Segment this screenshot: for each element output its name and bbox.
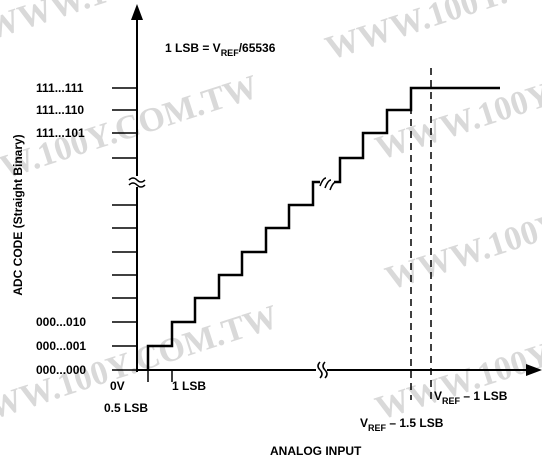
code-label: 000...010 xyxy=(36,315,86,329)
x-label-vref-1: VREF – 1 LSB xyxy=(434,389,508,406)
lsb-note-prefix: 1 LSB = V xyxy=(165,41,221,55)
lsb-note-suffix: /65536 xyxy=(239,41,276,55)
label-part: V xyxy=(434,389,442,403)
y-break xyxy=(128,176,146,188)
watermark: WWW.100Y.COM.TW xyxy=(321,0,542,68)
label-part: – 1.5 LSB xyxy=(386,416,444,430)
label-sub: REF xyxy=(368,423,387,433)
label-part: V xyxy=(360,416,368,430)
x-label-half-lsb: 0.5 LSB xyxy=(104,401,148,415)
code-label: 111...111 xyxy=(36,81,84,95)
y-ticks xyxy=(112,87,137,371)
stair-break xyxy=(319,177,337,191)
x-label-one-lsb: 1 LSB xyxy=(172,379,206,393)
watermark: WWW.100Y.COM.TW xyxy=(371,288,542,427)
code-label: 000...001 xyxy=(36,339,86,353)
x-axis-title: ANALOG INPUT xyxy=(270,444,362,458)
y-axis-title: ADC CODE (Straight Binary) xyxy=(11,134,25,295)
x-arrow xyxy=(526,364,542,376)
x-break xyxy=(316,361,328,379)
watermark: WWW.100Y.COM.TW xyxy=(381,158,542,297)
x-label-vref-1-5: VREF – 1.5 LSB xyxy=(360,416,444,433)
code-label: 111...101 xyxy=(36,126,85,140)
label-sub: REF xyxy=(442,396,461,406)
code-label: 111...110 xyxy=(36,103,84,117)
x-label-zero: 0V xyxy=(110,379,125,393)
y-arrow xyxy=(131,4,143,20)
lsb-note: 1 LSB = VREF/65536 xyxy=(165,41,276,58)
watermark: WWW.100Y.COM.TW xyxy=(371,28,542,167)
label-part: – 1 LSB xyxy=(460,389,508,403)
code-label: 000...000 xyxy=(36,363,86,377)
lsb-note-sub: REF xyxy=(221,48,240,58)
